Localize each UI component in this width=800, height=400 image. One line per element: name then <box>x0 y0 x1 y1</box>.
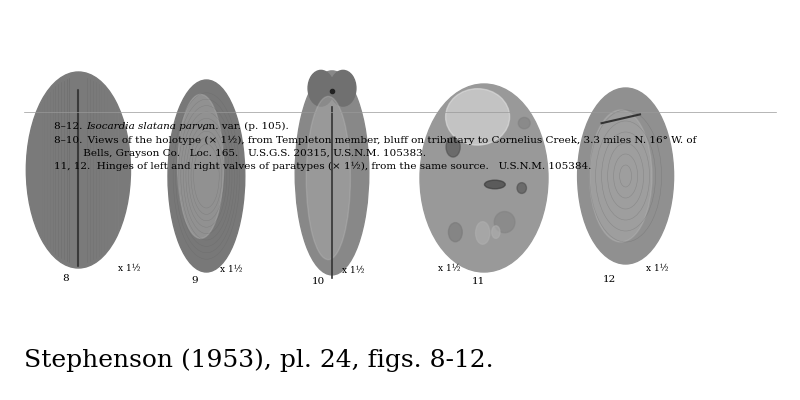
Text: 12: 12 <box>603 275 616 284</box>
Ellipse shape <box>306 96 350 260</box>
Text: x 1½: x 1½ <box>118 264 141 273</box>
Ellipse shape <box>330 70 356 106</box>
Text: 8–10. Views of the holotype (× 1½), from Templeton member, bluff on tributary to: 8–10. Views of the holotype (× 1½), from… <box>54 136 697 145</box>
Ellipse shape <box>492 226 500 238</box>
Ellipse shape <box>449 223 462 242</box>
Ellipse shape <box>308 70 334 106</box>
Text: Stephenson (1953), pl. 24, figs. 8-12.: Stephenson (1953), pl. 24, figs. 8-12. <box>24 348 494 372</box>
Ellipse shape <box>578 88 674 264</box>
Ellipse shape <box>494 212 515 233</box>
Ellipse shape <box>517 183 526 194</box>
Text: x 1½: x 1½ <box>220 265 242 274</box>
Ellipse shape <box>446 137 460 157</box>
Text: 8: 8 <box>62 274 69 283</box>
Ellipse shape <box>168 80 245 272</box>
Text: x 1½: x 1½ <box>438 264 461 273</box>
Text: 11: 11 <box>472 277 485 286</box>
Ellipse shape <box>26 72 130 268</box>
Ellipse shape <box>295 71 369 275</box>
Ellipse shape <box>420 84 548 272</box>
Text: Bells, Grayson Co.   Loc. 165.   U.S.G.S. 20315, U.S.N.M. 105383.: Bells, Grayson Co. Loc. 165. U.S.G.S. 20… <box>54 149 426 158</box>
Ellipse shape <box>178 94 224 238</box>
Text: x 1½: x 1½ <box>342 266 365 275</box>
Ellipse shape <box>446 89 510 145</box>
Text: 8–12.: 8–12. <box>54 122 88 131</box>
Text: 11, 12.  Hinges of left and right valves of paratypes (× 1½), from the same sour: 11, 12. Hinges of left and right valves … <box>54 162 592 171</box>
Ellipse shape <box>590 110 652 242</box>
Ellipse shape <box>475 222 490 244</box>
Text: x 1½: x 1½ <box>646 264 669 273</box>
Text: , n. var. (p. 105).: , n. var. (p. 105). <box>202 122 288 131</box>
Text: Isocardia slatana parva: Isocardia slatana parva <box>86 122 210 131</box>
Text: 10: 10 <box>312 277 325 286</box>
Ellipse shape <box>485 180 506 189</box>
Ellipse shape <box>518 118 530 129</box>
Text: 9: 9 <box>191 276 198 285</box>
